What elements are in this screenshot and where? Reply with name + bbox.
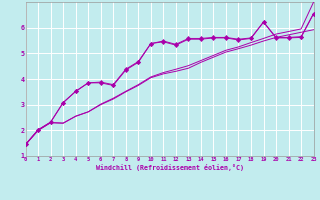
X-axis label: Windchill (Refroidissement éolien,°C): Windchill (Refroidissement éolien,°C)	[96, 164, 244, 171]
